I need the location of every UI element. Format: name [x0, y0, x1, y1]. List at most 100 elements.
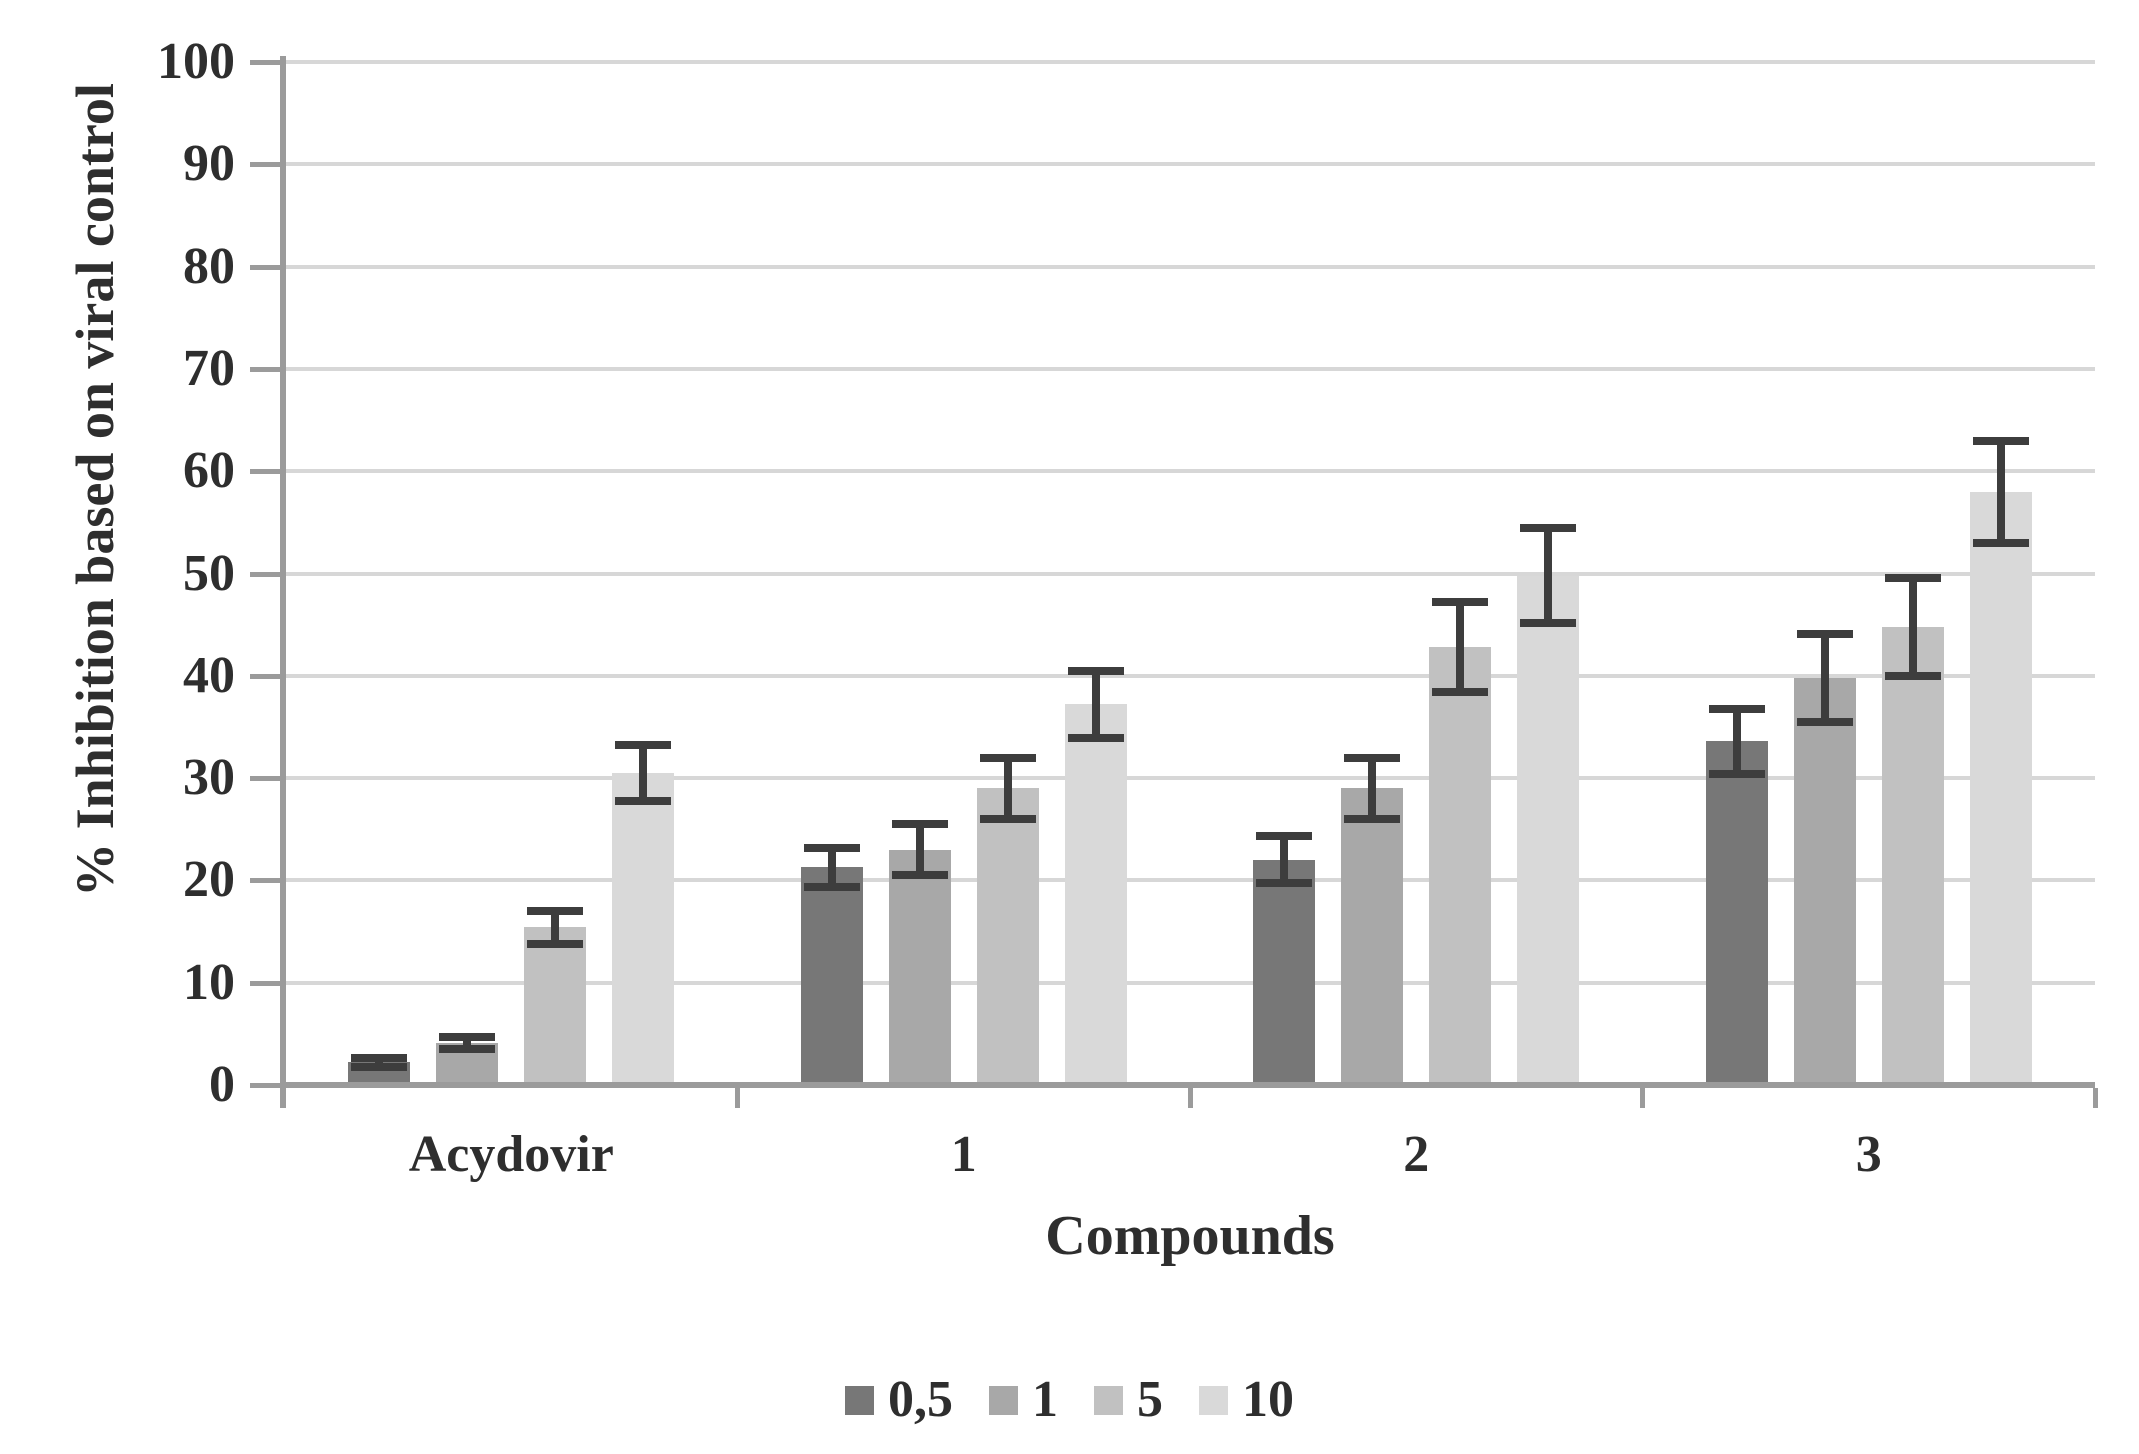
gridline-40: [285, 673, 2095, 678]
x-axis-title: Compounds: [1045, 1205, 1335, 1267]
error-bar-cap-bottom-acydovir-0-5: [351, 1062, 408, 1071]
error-bar-cap-bottom-3-1: [1796, 717, 1853, 726]
gridline-100: [285, 60, 2095, 64]
bar-2-0-5: [1253, 859, 1316, 1085]
y-tick-label-10: 10: [183, 953, 235, 1011]
error-bar-cap-bottom-1-1: [891, 871, 948, 880]
error-bar-line-2-1: [1368, 757, 1377, 819]
bar-3-10: [1969, 491, 2032, 1085]
bar-acydovir-10: [612, 772, 675, 1085]
gridline-30: [285, 776, 2095, 781]
legend-swatch-icon: [845, 1385, 874, 1415]
error-bar-cap-bottom-3-5: [1884, 671, 1941, 680]
gridline-50: [285, 571, 2095, 576]
legend-label: 1: [1032, 1371, 1058, 1428]
bar-2-1: [1341, 788, 1404, 1085]
y-tick-label-50: 50: [183, 544, 235, 602]
error-bar-cap-top-1-10: [1067, 666, 1124, 675]
error-bar-line-3-1: [1820, 633, 1829, 722]
legend-item-0-5: 0,5: [845, 1374, 953, 1426]
gridline-10: [285, 980, 2095, 985]
error-bar-line-acydovir-5: [551, 911, 560, 944]
error-bar-cap-top-2-1: [1344, 753, 1401, 762]
error-bar-line-acydovir-0-5: [375, 1058, 384, 1067]
y-tick-label-80: 80: [183, 237, 235, 295]
error-bar-cap-top-2-5: [1432, 598, 1489, 607]
y-tick-label-40: 40: [183, 646, 235, 704]
legend-item-10: 10: [1199, 1374, 1294, 1426]
error-bar-line-1-10: [1091, 670, 1100, 739]
error-bar-line-3-0-5: [1732, 708, 1741, 774]
y-tick-20: [250, 878, 285, 884]
error-bar-cap-bottom-2-1: [1344, 815, 1401, 824]
bar-3-0-5: [1705, 741, 1768, 1085]
error-bar-line-2-0-5: [1280, 836, 1289, 884]
error-bar-cap-top-3-10: [1972, 436, 2029, 445]
error-bar-cap-bottom-acydovir-10: [615, 796, 672, 805]
legend-label: 10: [1242, 1371, 1294, 1428]
legend-label: 5: [1137, 1371, 1163, 1428]
gridline-80: [285, 264, 2095, 269]
y-tick-70: [250, 366, 285, 372]
bar-1-1: [888, 849, 951, 1085]
bar-1-5: [976, 788, 1039, 1085]
error-bar-cap-top-acydovir-0-5: [351, 1054, 408, 1063]
legend: 0,5 1 5 10: [0, 1372, 2139, 1428]
x-tick-3: [1640, 1088, 1645, 1108]
bar-3-5: [1881, 626, 1944, 1085]
error-bar-cap-top-2-0-5: [1256, 832, 1313, 841]
y-tick-label-90: 90: [183, 135, 235, 193]
x-tick-4: [2092, 1088, 2098, 1108]
error-bar-cap-top-3-1: [1796, 629, 1853, 638]
error-bar-cap-bottom-2-10: [1520, 618, 1577, 627]
legend-swatch-icon: [989, 1385, 1018, 1415]
legend-label: 0,5: [888, 1371, 953, 1428]
y-tick-10: [250, 980, 285, 986]
gridline-60: [285, 469, 2095, 474]
x-axis-line: [283, 1082, 2095, 1088]
error-bar-line-3-10: [1996, 440, 2005, 543]
error-bar-cap-top-1-0-5: [803, 843, 860, 852]
bar-3-1: [1793, 677, 1856, 1085]
legend-item-1: 1: [989, 1374, 1058, 1426]
error-bar-line-acydovir-10: [639, 745, 648, 801]
legend-swatch-icon: [1199, 1385, 1228, 1415]
category-label-1: 1: [950, 1126, 977, 1183]
bar-2-5: [1429, 647, 1492, 1085]
legend-item-5: 5: [1094, 1374, 1163, 1426]
y-tick-label-100: 100: [157, 33, 235, 90]
error-bar-cap-bottom-2-5: [1432, 688, 1489, 697]
y-tick-0: [250, 1083, 285, 1088]
y-tick-90: [250, 162, 285, 168]
gridline-90: [285, 162, 2095, 167]
error-bar-line-2-10: [1544, 528, 1553, 623]
error-bar-cap-top-3-5: [1884, 573, 1941, 582]
bar-acydovir-5: [524, 927, 587, 1085]
category-label-acydovir: Acydovir: [408, 1126, 614, 1183]
error-bar-line-2-5: [1456, 602, 1465, 693]
bar-2-10: [1517, 575, 1580, 1085]
error-bar-cap-top-3-0-5: [1708, 704, 1765, 713]
y-tick-40: [250, 673, 285, 679]
error-bar-cap-bottom-acydovir-5: [527, 939, 584, 948]
error-bar-cap-bottom-1-10: [1067, 734, 1124, 743]
category-label-2: 2: [1403, 1126, 1430, 1183]
error-bar-cap-top-2-10: [1520, 524, 1577, 533]
error-bar-cap-bottom-1-5: [979, 815, 1036, 824]
error-bar-cap-top-acydovir-1: [439, 1032, 496, 1041]
category-label-3: 3: [1855, 1126, 1882, 1183]
y-tick-80: [250, 264, 285, 270]
y-tick-label-70: 70: [183, 339, 235, 397]
error-bar-line-1-1: [915, 824, 924, 876]
gridline-70: [285, 366, 2095, 371]
y-tick-50: [250, 571, 285, 577]
error-bar-cap-bottom-3-10: [1972, 538, 2029, 547]
y-tick-label-20: 20: [183, 851, 235, 909]
error-bar-cap-top-acydovir-10: [615, 741, 672, 750]
error-bar-cap-top-1-1: [891, 820, 948, 829]
y-tick-100: [250, 60, 285, 65]
bar-1-10: [1064, 704, 1127, 1085]
y-tick-label-0: 0: [209, 1056, 235, 1113]
y-tick-30: [250, 776, 285, 782]
